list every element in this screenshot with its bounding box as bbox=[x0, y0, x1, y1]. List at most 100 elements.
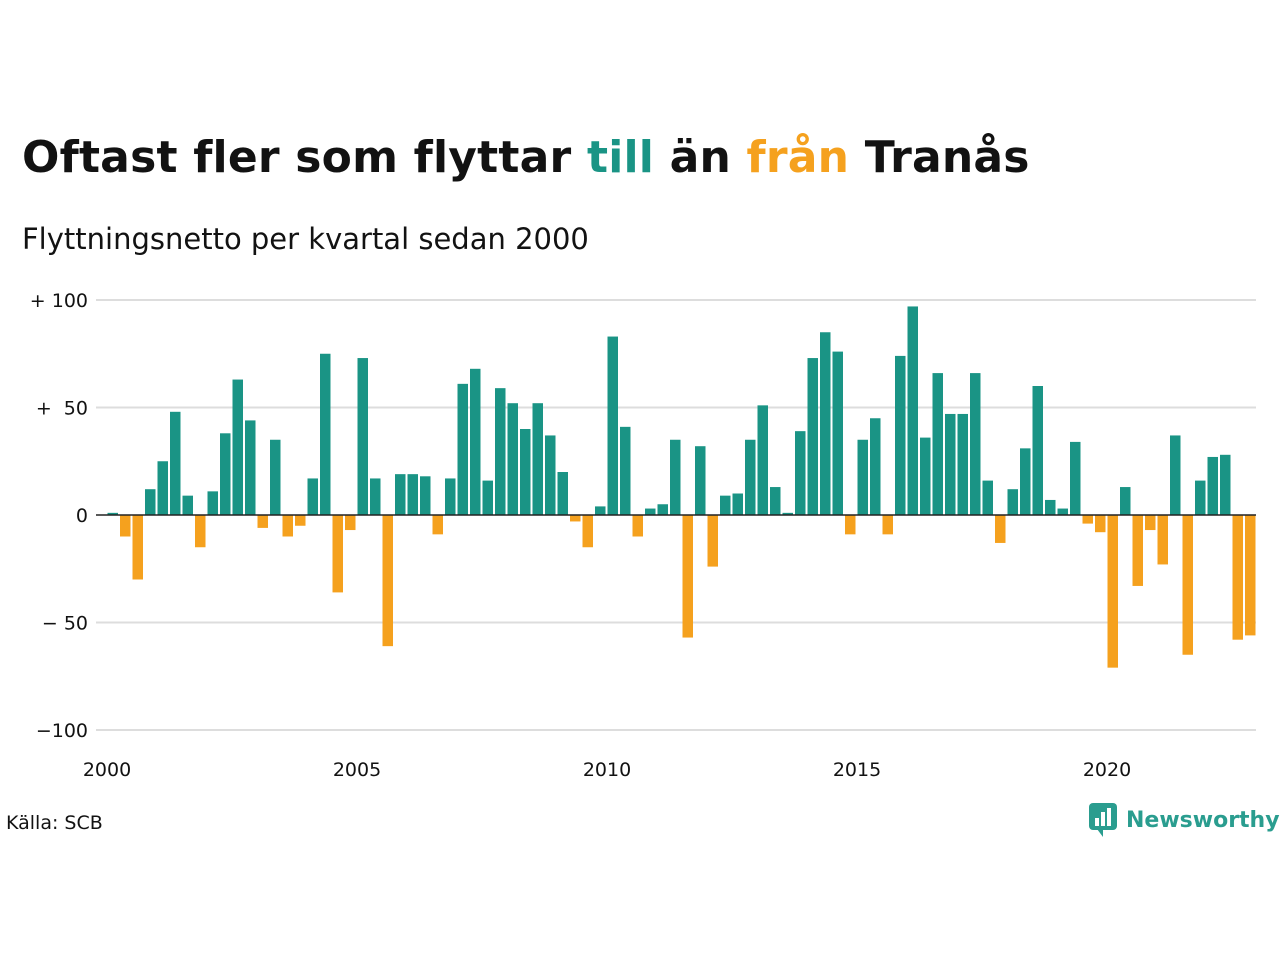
x-tick-label: 2010 bbox=[583, 759, 631, 781]
bar bbox=[457, 383, 468, 515]
grid-lines bbox=[96, 299, 1256, 731]
y-tick-label: − 50 bbox=[42, 613, 88, 635]
bar bbox=[532, 403, 543, 515]
bar bbox=[745, 439, 756, 515]
bar bbox=[1070, 441, 1081, 515]
bar bbox=[645, 508, 656, 515]
bar bbox=[632, 515, 643, 537]
bar bbox=[720, 495, 731, 515]
y-tick-label: + 50 bbox=[36, 398, 88, 420]
bar bbox=[170, 411, 181, 515]
bar bbox=[657, 504, 668, 515]
bar bbox=[557, 472, 568, 515]
bar bbox=[670, 439, 681, 515]
newsworthy-icon bbox=[1089, 803, 1117, 837]
bar bbox=[1045, 499, 1056, 515]
bar bbox=[695, 446, 706, 515]
bar bbox=[857, 439, 868, 515]
bar bbox=[1220, 454, 1231, 515]
bar bbox=[932, 373, 943, 515]
bar bbox=[282, 515, 293, 537]
bar bbox=[320, 353, 331, 515]
bar bbox=[795, 431, 806, 515]
bar bbox=[732, 493, 743, 515]
bar bbox=[270, 439, 281, 515]
bar bbox=[895, 355, 906, 515]
bar bbox=[1207, 456, 1218, 515]
bar bbox=[120, 515, 131, 537]
bar bbox=[770, 487, 781, 515]
bar bbox=[957, 413, 968, 515]
bar bbox=[607, 336, 618, 515]
title-part-1: Oftast fler som flyttar bbox=[22, 132, 587, 183]
bar bbox=[507, 403, 518, 515]
bar bbox=[157, 461, 168, 515]
title-part-2: än bbox=[654, 132, 747, 183]
bar bbox=[1245, 515, 1256, 636]
bar bbox=[1195, 480, 1206, 515]
bar bbox=[620, 426, 631, 515]
bar bbox=[870, 418, 881, 515]
bar bbox=[470, 368, 481, 515]
bar bbox=[332, 515, 343, 593]
bar bbox=[232, 379, 243, 515]
title-part-3: Tranås bbox=[849, 132, 1030, 183]
brand-name: Newsworthy bbox=[1126, 807, 1280, 833]
bar bbox=[807, 358, 818, 515]
bar bbox=[845, 515, 856, 535]
bar bbox=[570, 515, 581, 522]
y-tick-label: + 100 bbox=[30, 290, 88, 312]
bar bbox=[1145, 515, 1156, 531]
bar bbox=[207, 491, 218, 515]
chart-subtitle: Flyttningsnetto per kvartal sedan 2000 bbox=[22, 222, 589, 256]
bar bbox=[495, 388, 506, 515]
bar bbox=[432, 515, 443, 535]
bar bbox=[1082, 515, 1093, 524]
x-tick-label: 2005 bbox=[333, 759, 381, 781]
bar bbox=[182, 495, 193, 515]
bars bbox=[96, 306, 1256, 668]
bar bbox=[107, 512, 118, 515]
bar bbox=[482, 480, 493, 515]
bar bbox=[245, 420, 256, 515]
bar bbox=[1057, 508, 1068, 515]
bar bbox=[145, 489, 156, 515]
bar bbox=[907, 306, 918, 515]
bar bbox=[520, 429, 531, 515]
x-tick-label: 2020 bbox=[1083, 759, 1131, 781]
bar bbox=[882, 515, 893, 535]
bar bbox=[395, 474, 406, 515]
bar bbox=[1182, 515, 1193, 655]
bar bbox=[682, 515, 693, 638]
y-tick-label: −100 bbox=[36, 720, 88, 742]
title-highlight-till: till bbox=[586, 132, 655, 183]
bar bbox=[295, 515, 306, 526]
bar bbox=[1095, 515, 1106, 533]
bar bbox=[970, 373, 981, 515]
bar bbox=[307, 478, 318, 515]
bar bbox=[132, 515, 143, 580]
bar bbox=[545, 435, 556, 515]
bar bbox=[195, 515, 206, 548]
bar bbox=[1157, 515, 1168, 565]
x-tick-label: 2015 bbox=[833, 759, 881, 781]
bar bbox=[1120, 487, 1131, 515]
bar bbox=[920, 437, 931, 515]
bar bbox=[757, 405, 768, 515]
bar bbox=[1032, 386, 1043, 515]
bar bbox=[832, 351, 843, 515]
bar bbox=[1007, 489, 1018, 515]
chart-title: Oftast fler som flyttar till än från Tra… bbox=[22, 132, 1030, 183]
bar bbox=[982, 480, 993, 515]
bar bbox=[345, 515, 356, 531]
bar bbox=[820, 332, 831, 515]
bar bbox=[420, 476, 431, 515]
bar-chart: + 100 + 50 0 − 50 −100 2000 2005 2010 2015 2020 bbox=[30, 290, 1256, 781]
bar bbox=[370, 478, 381, 515]
bar bbox=[995, 515, 1006, 543]
title-highlight-fran: från bbox=[746, 132, 850, 183]
bar bbox=[1232, 515, 1243, 640]
y-axis-labels: + 100 + 50 0 − 50 −100 bbox=[30, 290, 88, 742]
newsworthy-logo: Newsworthy bbox=[1088, 802, 1280, 838]
bar bbox=[1170, 435, 1181, 515]
